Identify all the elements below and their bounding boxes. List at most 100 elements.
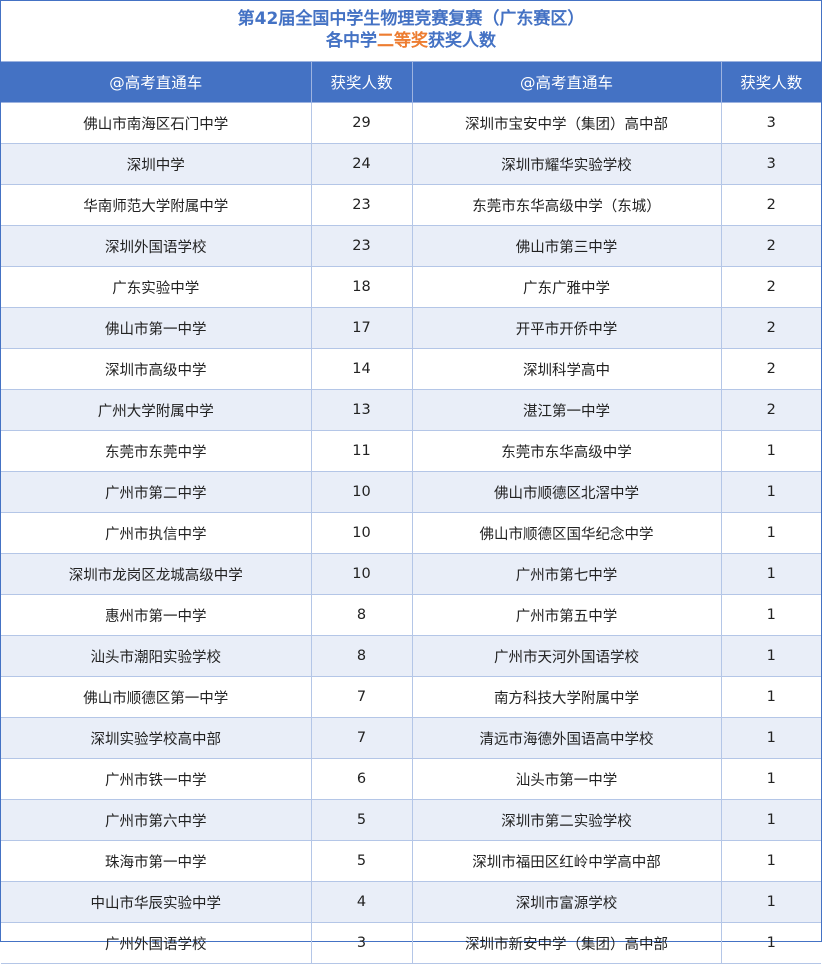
count-cell: 18	[310, 266, 413, 308]
school-cell: 深圳中学	[1, 143, 312, 185]
school-cell: 广州市第五中学	[411, 594, 722, 636]
school-cell: 深圳市富源学校	[411, 881, 722, 923]
count-cell: 1	[720, 553, 821, 595]
header-count-left: 获奖人数	[310, 61, 413, 103]
school-cell: 广州外国语学校	[1, 922, 312, 964]
count-cell: 8	[310, 635, 413, 677]
count-cell: 6	[310, 758, 413, 800]
count-cell: 1	[720, 676, 821, 718]
count-cell: 10	[310, 512, 413, 554]
count-cell: 1	[720, 758, 821, 800]
count-cell: 10	[310, 553, 413, 595]
school-cell: 佛山市第一中学	[1, 307, 312, 349]
school-cell: 珠海市第一中学	[1, 840, 312, 882]
school-cell: 深圳市福田区红岭中学高中部	[411, 840, 722, 882]
title-line-2: 各中学二等奖获奖人数	[1, 30, 821, 52]
school-cell: 深圳市宝安中学（集团）高中部	[411, 102, 722, 144]
count-cell: 1	[720, 799, 821, 841]
table-row: 广州大学附属中学 13 湛江第一中学 2	[1, 389, 821, 431]
school-cell: 广东广雅中学	[411, 266, 722, 308]
school-cell: 清远市海德外国语高中学校	[411, 717, 722, 759]
table-row: 广州外国语学校 3 深圳市新安中学（集团）高中部 1	[1, 922, 821, 964]
count-cell: 4	[310, 881, 413, 923]
table-row: 东莞市东莞中学 11 东莞市东华高级中学 1	[1, 430, 821, 472]
school-cell: 佛山市南海区石门中学	[1, 102, 312, 144]
table-row: 惠州市第一中学 8 广州市第五中学 1	[1, 594, 821, 636]
school-cell: 佛山市顺德区第一中学	[1, 676, 312, 718]
header-school-right: @高考直通车	[411, 61, 722, 103]
count-cell: 17	[310, 307, 413, 349]
table-row: 佛山市顺德区第一中学 7 南方科技大学附属中学 1	[1, 676, 821, 718]
count-cell: 1	[720, 922, 821, 964]
count-cell: 5	[310, 799, 413, 841]
school-cell: 汕头市第一中学	[411, 758, 722, 800]
count-cell: 2	[720, 225, 821, 267]
count-cell: 1	[720, 881, 821, 923]
table-row: 佛山市第一中学 17 开平市开侨中学 2	[1, 307, 821, 349]
count-cell: 13	[310, 389, 413, 431]
school-cell: 广州大学附属中学	[1, 389, 312, 431]
school-cell: 深圳市耀华实验学校	[411, 143, 722, 185]
title-suffix: 获奖人数	[428, 31, 496, 51]
header-count-right: 获奖人数	[720, 61, 821, 103]
header-school-left: @高考直通车	[1, 61, 312, 103]
count-cell: 2	[720, 184, 821, 226]
count-cell: 7	[310, 717, 413, 759]
count-cell: 29	[310, 102, 413, 144]
count-cell: 2	[720, 389, 821, 431]
count-cell: 1	[720, 471, 821, 513]
school-cell: 广州市铁一中学	[1, 758, 312, 800]
table-row: 广州市铁一中学 6 汕头市第一中学 1	[1, 758, 821, 800]
school-cell: 深圳科学高中	[411, 348, 722, 390]
table-row: 广州市第二中学 10 佛山市顺德区北滘中学 1	[1, 471, 821, 513]
table-row: 珠海市第一中学 5 深圳市福田区红岭中学高中部 1	[1, 840, 821, 882]
count-cell: 1	[720, 512, 821, 554]
school-cell: 广州市天河外国语学校	[411, 635, 722, 677]
table-row: 深圳外国语学校 23 佛山市第三中学 2	[1, 225, 821, 267]
school-cell: 广州市第六中学	[1, 799, 312, 841]
table-header-row: @高考直通车 获奖人数 @高考直通车 获奖人数	[1, 61, 821, 103]
school-cell: 深圳实验学校高中部	[1, 717, 312, 759]
count-cell: 11	[310, 430, 413, 472]
count-cell: 23	[310, 225, 413, 267]
count-cell: 3	[720, 143, 821, 185]
school-cell: 广州市执信中学	[1, 512, 312, 554]
count-cell: 2	[720, 348, 821, 390]
count-cell: 1	[720, 430, 821, 472]
school-cell: 汕头市潮阳实验学校	[1, 635, 312, 677]
count-cell: 8	[310, 594, 413, 636]
award-table: @高考直通车 获奖人数 @高考直通车 获奖人数 佛山市南海区石门中学 29 深圳市宝…	[1, 61, 821, 964]
count-cell: 5	[310, 840, 413, 882]
page-title: 第42届全国中学生物理竞赛复赛（广东赛区） 各中学二等奖获奖人数	[1, 1, 821, 61]
table-row: 深圳实验学校高中部 7 清远市海德外国语高中学校 1	[1, 717, 821, 759]
school-cell: 深圳市龙岗区龙城高级中学	[1, 553, 312, 595]
school-cell: 广州市第七中学	[411, 553, 722, 595]
school-cell: 广州市第二中学	[1, 471, 312, 513]
school-cell: 华南师范大学附属中学	[1, 184, 312, 226]
table-row: 深圳中学 24 深圳市耀华实验学校 3	[1, 143, 821, 185]
count-cell: 2	[720, 266, 821, 308]
school-cell: 南方科技大学附属中学	[411, 676, 722, 718]
school-cell: 惠州市第一中学	[1, 594, 312, 636]
count-cell: 10	[310, 471, 413, 513]
table-row: 华南师范大学附属中学 23 东莞市东华高级中学（东城） 2	[1, 184, 821, 226]
school-cell: 东莞市东华高级中学	[411, 430, 722, 472]
table-row: 深圳市高级中学 14 深圳科学高中 2	[1, 348, 821, 390]
table-row: 广州市执信中学 10 佛山市顺德区国华纪念中学 1	[1, 512, 821, 554]
school-cell: 中山市华辰实验中学	[1, 881, 312, 923]
school-cell: 深圳市第二实验学校	[411, 799, 722, 841]
school-cell: 东莞市东莞中学	[1, 430, 312, 472]
school-cell: 深圳市新安中学（集团）高中部	[411, 922, 722, 964]
title-prefix: 各中学	[326, 31, 377, 51]
school-cell: 广东实验中学	[1, 266, 312, 308]
school-cell: 深圳市高级中学	[1, 348, 312, 390]
count-cell: 23	[310, 184, 413, 226]
table-row: 广东实验中学 18 广东广雅中学 2	[1, 266, 821, 308]
school-cell: 佛山市顺德区北滘中学	[411, 471, 722, 513]
count-cell: 24	[310, 143, 413, 185]
count-cell: 1	[720, 840, 821, 882]
count-cell: 1	[720, 594, 821, 636]
table-row: 佛山市南海区石门中学 29 深圳市宝安中学（集团）高中部 3	[1, 102, 821, 144]
school-cell: 佛山市第三中学	[411, 225, 722, 267]
